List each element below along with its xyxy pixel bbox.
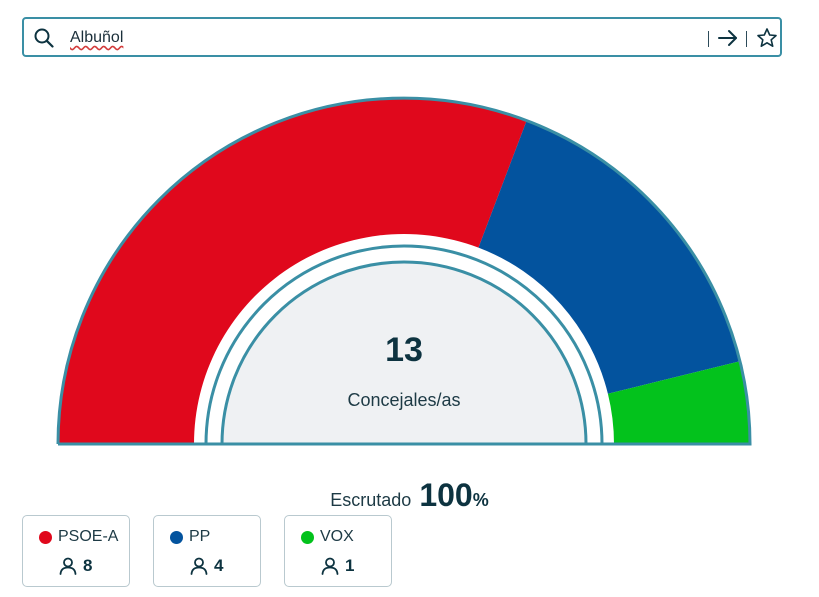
party-header: PSOE-A xyxy=(39,528,118,546)
party-seats: 4 xyxy=(190,556,223,576)
scrutiny-value: 100 xyxy=(419,477,473,513)
person-icon xyxy=(321,557,339,575)
chart-segment-pp xyxy=(478,120,740,394)
party-card[interactable]: PP 4 xyxy=(153,515,261,587)
separator xyxy=(708,31,709,47)
party-seat-count: 1 xyxy=(345,556,355,575)
search-icon[interactable] xyxy=(34,28,54,48)
chart-segment-vox xyxy=(607,361,750,444)
party-header: PP xyxy=(170,528,210,546)
total-seats-label: Concejales/as xyxy=(347,390,460,410)
chart-center-plate xyxy=(220,260,588,446)
seats-chart: 13 Concejales/as xyxy=(56,96,752,446)
person-icon xyxy=(190,557,208,575)
scrutiny-unit: % xyxy=(472,490,489,510)
party-color-dot xyxy=(301,530,314,544)
total-seats: 13 xyxy=(385,331,423,369)
star-icon[interactable] xyxy=(756,27,778,49)
party-seat-count: 4 xyxy=(214,556,224,575)
chart-outer-border xyxy=(56,96,752,446)
party-color-dot xyxy=(170,530,183,544)
party-card[interactable]: PSOE-A 8 xyxy=(22,515,130,587)
party-seats: 1 xyxy=(321,556,354,576)
search-input[interactable] xyxy=(70,28,670,48)
party-header: VOX xyxy=(301,528,354,546)
party-card[interactable]: VOX 1 xyxy=(284,515,392,587)
person-icon xyxy=(59,557,77,575)
party-seats: 8 xyxy=(59,556,92,576)
scrutiny-label: Escrutado xyxy=(330,490,412,510)
party-name: VOX xyxy=(320,528,354,545)
party-seat-count: 8 xyxy=(83,556,93,575)
separator xyxy=(746,31,747,47)
party-name: PP xyxy=(189,528,211,545)
party-color-dot xyxy=(39,530,52,544)
arrow-right-icon[interactable] xyxy=(716,27,740,49)
scrutiny-summary: Escrutado 100% xyxy=(0,477,819,514)
party-name: PSOE-A xyxy=(58,528,119,545)
search-bar: Albuñol xyxy=(22,17,782,57)
